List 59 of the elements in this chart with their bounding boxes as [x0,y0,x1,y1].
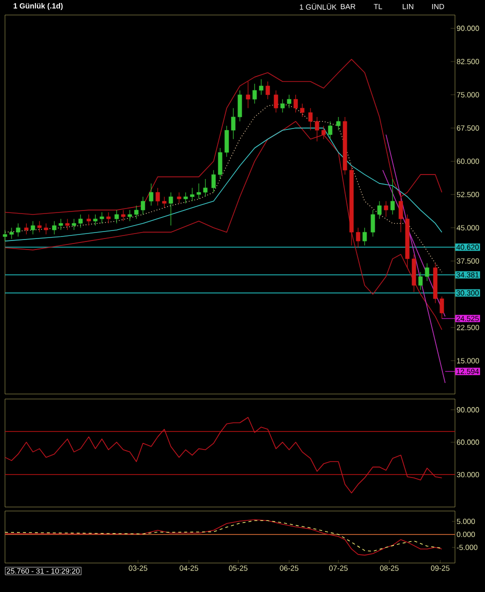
candlestick [252,83,257,104]
candlestick [370,210,375,237]
candlestick [176,192,182,204]
candlestick [390,178,395,215]
candlestick [93,214,98,226]
candlestick [300,103,304,118]
line-series [4,120,442,330]
candlestick [78,214,83,228]
candlestick [321,126,326,140]
candlestick [259,78,264,96]
candlestick [30,220,36,235]
candlestick [114,210,119,224]
candlestick [246,81,250,108]
candlestick [16,223,20,237]
candlestick [134,205,139,220]
candlestick [203,178,208,198]
candlestick [37,220,42,233]
candlestick [424,262,430,282]
candlestick [362,227,367,246]
candlestick [190,188,194,202]
candlestick [121,210,126,222]
candlestick [52,220,56,235]
candlestick [384,200,388,217]
candlestick [224,126,229,158]
candlestick [100,212,104,224]
candlestick [156,188,160,206]
candlestick [196,183,201,200]
candlestick [266,81,270,100]
candlestick [238,90,242,122]
candlestick [44,223,48,235]
candlestick [440,296,444,319]
candlestick [2,230,8,242]
candlestick [377,200,382,220]
candlestick [356,227,360,248]
candlestick [58,218,63,230]
candlestick [294,94,298,113]
candlestick [149,183,154,206]
candlestick [184,192,188,204]
candlestick [231,108,236,140]
candlestick [65,218,70,230]
candlestick [162,196,166,208]
line-series [4,416,442,494]
candlestick [86,214,91,226]
candlestick [168,192,173,226]
candlestick [128,210,132,222]
candlestick [274,90,278,113]
candlestick [287,94,292,108]
candlestick [280,98,285,113]
candlestick [72,218,76,230]
candlestick [336,116,341,131]
candlestick [398,192,403,233]
candlestick [218,148,222,180]
candlestick [140,196,146,215]
candlestick [418,272,423,290]
candlestick [24,223,28,235]
candlestick [328,121,332,140]
candlestick [106,212,111,224]
candlestick [211,170,216,193]
candlestick [9,227,14,240]
